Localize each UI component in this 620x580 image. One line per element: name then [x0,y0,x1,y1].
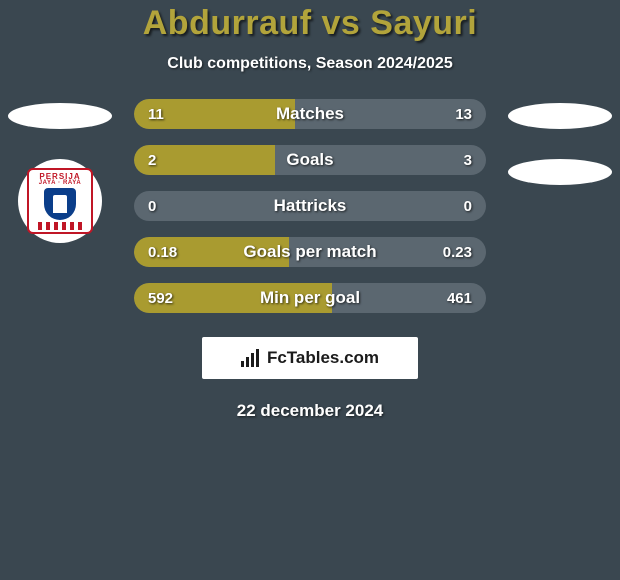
subtitle: Club competitions, Season 2024/2025 [167,55,452,73]
badge-stripes [38,222,82,230]
right-value: 0 [464,198,472,215]
left-value: 11 [148,106,164,123]
stat-label: Goals per match [243,242,376,262]
date-text: 22 december 2024 [237,401,384,421]
left-value: 2 [148,152,156,169]
right-player-col [500,99,620,185]
right-value: 13 [455,106,472,123]
badge-club-sub: JAYA · RAYA [39,180,82,186]
brand-text: FcTables.com [267,348,379,368]
left-value: 592 [148,290,173,307]
page-title: Abdurrauf vs Sayuri [143,4,477,43]
left-club-badge: PERSIJA JAYA · RAYA [18,159,102,243]
right-value: 3 [464,152,472,169]
content-row: PERSIJA JAYA · RAYA 11 Matches 13 2 Goals 3 0 H… [0,99,620,313]
stat-bar: 2 Goals 3 [134,145,486,175]
badge-monument-icon [53,195,67,213]
left-player-col: PERSIJA JAYA · RAYA [0,99,120,243]
stats-bars: 11 Matches 13 2 Goals 3 0 Hattricks 0 0.18 Goals p… [134,99,486,313]
stat-bar: 0.18 Goals per match 0.23 [134,237,486,267]
left-value: 0 [148,198,156,215]
right-club-badge-placeholder [508,159,612,185]
right-value: 461 [447,290,472,307]
stat-label: Matches [276,104,344,124]
bar-chart-icon [241,349,261,367]
brand-box[interactable]: FcTables.com [202,337,418,379]
stat-bar: 0 Hattricks 0 [134,191,486,221]
left-value: 0.18 [148,244,177,261]
right-player-photo-placeholder [508,103,612,129]
left-player-photo-placeholder [8,103,112,129]
comparison-card: Abdurrauf vs Sayuri Club competitions, S… [0,0,620,421]
badge-inner: PERSIJA JAYA · RAYA [27,168,93,234]
stat-label: Min per goal [260,288,360,308]
stat-label: Hattricks [274,196,347,216]
right-value: 0.23 [443,244,472,261]
stat-label: Goals [286,150,333,170]
badge-shield [44,188,76,220]
stat-bar: 11 Matches 13 [134,99,486,129]
stat-bar: 592 Min per goal 461 [134,283,486,313]
